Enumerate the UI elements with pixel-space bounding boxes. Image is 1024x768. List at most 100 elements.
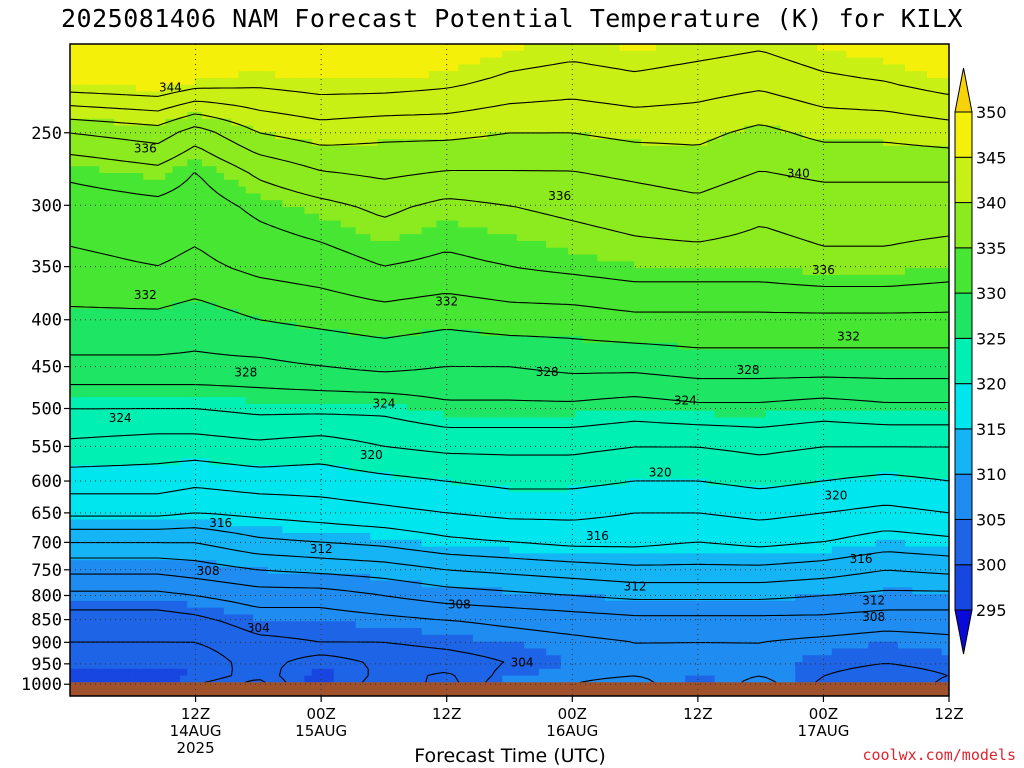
field-cell bbox=[333, 240, 342, 249]
field-cell bbox=[538, 288, 547, 296]
field-cell bbox=[472, 295, 481, 303]
field-cell bbox=[905, 247, 913, 256]
field-cell bbox=[809, 295, 818, 303]
field-cell bbox=[634, 281, 642, 290]
field-cell bbox=[839, 254, 848, 262]
field-cell bbox=[941, 91, 949, 99]
field-cell bbox=[282, 98, 291, 106]
field-cell bbox=[216, 288, 225, 296]
field-cell bbox=[699, 159, 708, 167]
field-cell bbox=[663, 98, 672, 106]
field-cell bbox=[919, 145, 928, 154]
field-cell bbox=[480, 274, 489, 283]
field-cell bbox=[297, 166, 305, 174]
field-cell bbox=[253, 166, 262, 174]
field-cell bbox=[897, 240, 906, 249]
field-cell bbox=[685, 302, 694, 310]
field-cell bbox=[472, 308, 481, 317]
field-cell bbox=[817, 207, 826, 215]
field-cell bbox=[641, 186, 650, 195]
field-cell bbox=[450, 220, 459, 228]
field-cell bbox=[729, 173, 738, 181]
field-cell bbox=[165, 254, 174, 262]
field-cell bbox=[546, 139, 555, 147]
field-cell bbox=[363, 57, 371, 65]
field-cell bbox=[319, 281, 327, 290]
field-cell bbox=[157, 105, 166, 113]
field-cell bbox=[77, 166, 86, 174]
field-cell bbox=[494, 91, 503, 99]
field-cell bbox=[846, 118, 855, 127]
field-cell bbox=[209, 227, 218, 235]
field-cell bbox=[333, 308, 342, 317]
field-cell bbox=[582, 145, 591, 154]
field-cell bbox=[421, 193, 430, 201]
field-cell bbox=[99, 268, 108, 276]
field-cell bbox=[245, 315, 254, 324]
field-cell bbox=[70, 268, 78, 276]
field-cell bbox=[355, 274, 364, 283]
field-cell bbox=[663, 71, 672, 79]
field-cell bbox=[494, 152, 503, 161]
field-cell bbox=[465, 261, 474, 269]
field-cell bbox=[538, 186, 547, 195]
field-cell bbox=[846, 227, 855, 235]
field-cell bbox=[538, 132, 547, 140]
field-cell bbox=[787, 261, 796, 269]
field-cell bbox=[494, 145, 503, 154]
field-cell bbox=[502, 159, 511, 167]
field-cell bbox=[406, 186, 415, 195]
field-cell bbox=[128, 295, 137, 303]
field-cell bbox=[553, 268, 562, 276]
field-cell bbox=[472, 84, 481, 93]
field-cell bbox=[853, 186, 862, 195]
field-cell bbox=[150, 125, 159, 133]
field-cell bbox=[421, 254, 430, 262]
field-cell bbox=[531, 166, 540, 174]
field-cell bbox=[582, 111, 591, 120]
field-cell bbox=[106, 105, 115, 113]
field-cell bbox=[861, 77, 870, 86]
field-cell bbox=[99, 173, 108, 181]
field-cell bbox=[868, 91, 877, 99]
field-cell bbox=[355, 50, 364, 59]
field-cell bbox=[546, 71, 555, 79]
field-cell bbox=[612, 247, 620, 256]
field-cell bbox=[245, 200, 254, 208]
field-cell bbox=[216, 71, 225, 79]
field-cell bbox=[443, 145, 452, 154]
field-cell bbox=[677, 166, 686, 174]
field-cell bbox=[890, 111, 899, 120]
field-cell bbox=[941, 118, 949, 127]
field-cell bbox=[509, 173, 518, 181]
field-cell bbox=[575, 44, 584, 52]
field-cell bbox=[172, 132, 181, 140]
field-cell bbox=[868, 186, 877, 195]
field-cell bbox=[326, 254, 335, 262]
field-cell bbox=[201, 50, 210, 59]
field-cell bbox=[128, 322, 137, 330]
field-cell bbox=[201, 152, 210, 161]
field-cell bbox=[260, 200, 269, 208]
field-cell bbox=[641, 98, 650, 106]
field-cell bbox=[150, 274, 159, 283]
field-cell bbox=[348, 207, 357, 215]
field-cell bbox=[677, 159, 686, 167]
field-cell bbox=[868, 57, 877, 65]
field-cell bbox=[172, 281, 181, 290]
field-cell bbox=[875, 207, 884, 215]
field-cell bbox=[77, 274, 86, 283]
field-cell bbox=[355, 302, 364, 310]
field-cell bbox=[553, 57, 562, 65]
field-cell bbox=[135, 179, 144, 188]
field-cell bbox=[406, 44, 415, 52]
field-cell bbox=[582, 50, 591, 59]
field-cell bbox=[839, 193, 848, 201]
field-cell bbox=[809, 111, 818, 120]
field-cell bbox=[890, 179, 899, 188]
field-cell bbox=[729, 145, 738, 154]
field-cell bbox=[509, 295, 518, 303]
field-cell bbox=[216, 166, 225, 174]
field-cell bbox=[758, 179, 767, 188]
field-cell bbox=[934, 261, 943, 269]
